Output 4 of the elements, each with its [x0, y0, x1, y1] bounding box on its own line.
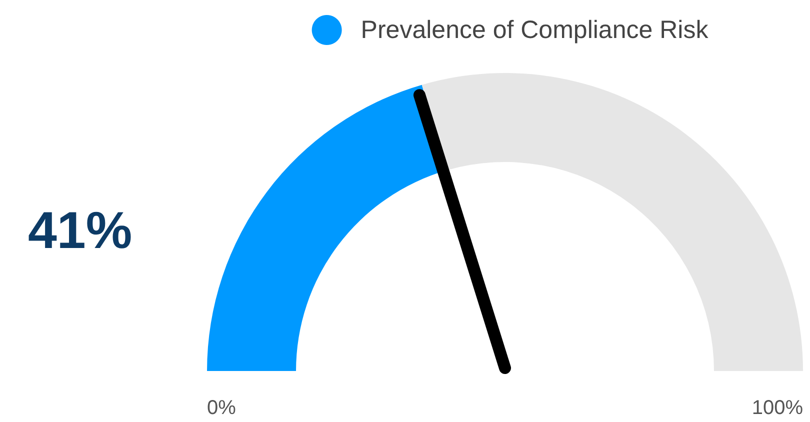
- data-label: 41%: [28, 202, 132, 260]
- text: 0%: [207, 397, 236, 419]
- legend-label: Prevalence of Compliance Risk: [360, 16, 709, 44]
- text: 100%: [752, 397, 804, 419]
